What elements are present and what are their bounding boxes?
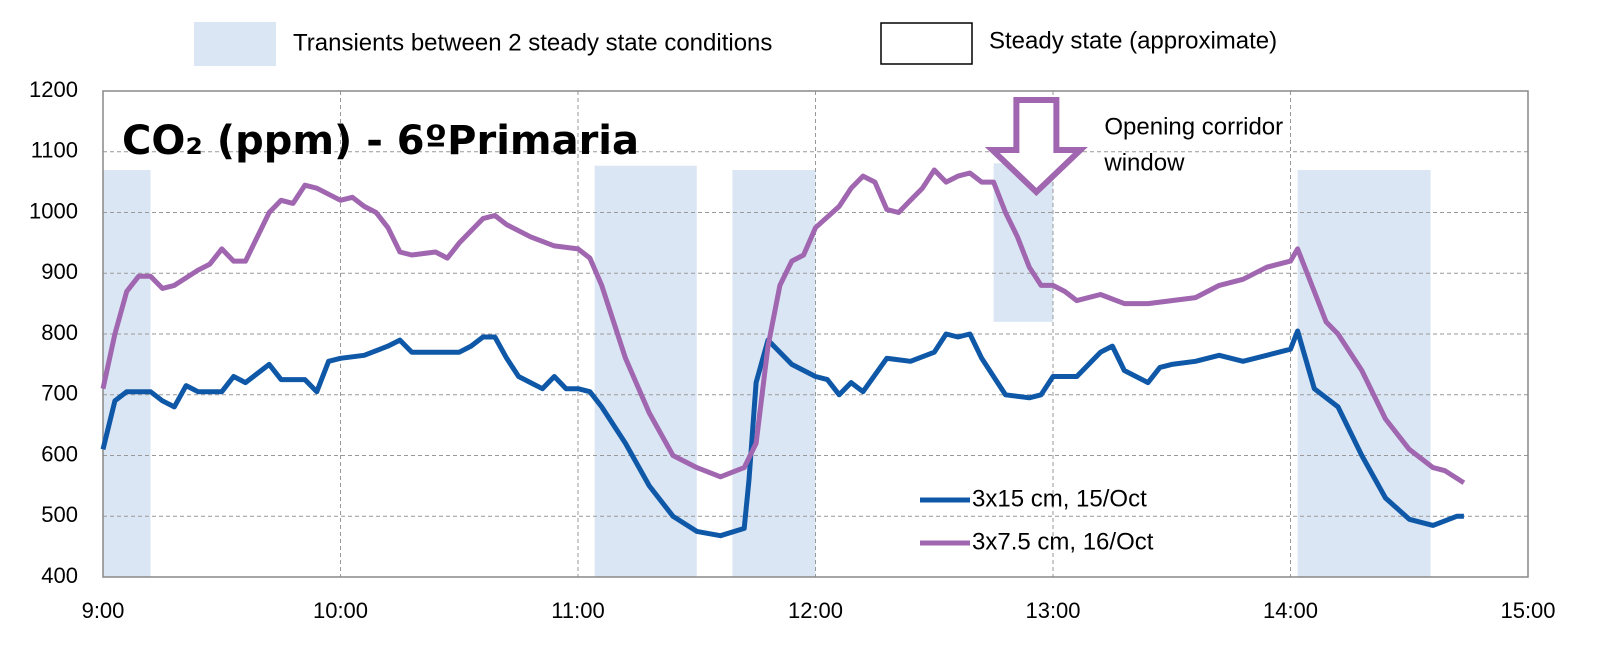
- x-tick-label: 10:00: [313, 598, 368, 623]
- x-tick-label: 12:00: [788, 598, 843, 623]
- annotation-text: Opening corridor: [1104, 113, 1283, 140]
- y-tick-label: 800: [41, 320, 78, 345]
- series-line: [100, 328, 1464, 539]
- plot-frame: [102, 90, 1529, 578]
- x-tick-label: 11:00: [551, 598, 604, 623]
- y-tick-label: 1000: [29, 198, 78, 223]
- x-tick-label: 9:00: [82, 598, 125, 623]
- region-legend-swatch: [880, 22, 973, 65]
- y-tick-label: 900: [41, 259, 78, 284]
- annotation-arrow: [984, 97, 1088, 197]
- x-tick-label: 14:00: [1263, 598, 1318, 623]
- x-tick-label: 13:00: [1025, 598, 1080, 623]
- y-tick-label: 1100: [31, 138, 78, 163]
- y-tick-label: 600: [41, 441, 78, 466]
- y-tick-label: 400: [41, 563, 78, 588]
- y-tick-label: 500: [41, 502, 78, 527]
- transient-region: [594, 165, 697, 577]
- y-tick-label: 700: [41, 381, 78, 406]
- chart-title: CO₂ (ppm) - 6ºPrimaria: [122, 118, 639, 164]
- region-legend-label: Steady state (approximate): [989, 27, 1277, 54]
- transient-region: [103, 169, 151, 577]
- region-legend-label: Transients between 2 steady state condit…: [293, 29, 772, 56]
- legend-label: 3x7.5 cm, 16/Oct: [972, 528, 1154, 555]
- region-legend-swatch: [194, 22, 276, 66]
- series-line: [100, 167, 1466, 485]
- x-tick-label: 15:00: [1500, 598, 1555, 623]
- legend-label: 3x15 cm, 15/Oct: [972, 485, 1147, 512]
- annotation-text: window: [1103, 149, 1185, 176]
- y-tick-label: 1200: [29, 77, 78, 102]
